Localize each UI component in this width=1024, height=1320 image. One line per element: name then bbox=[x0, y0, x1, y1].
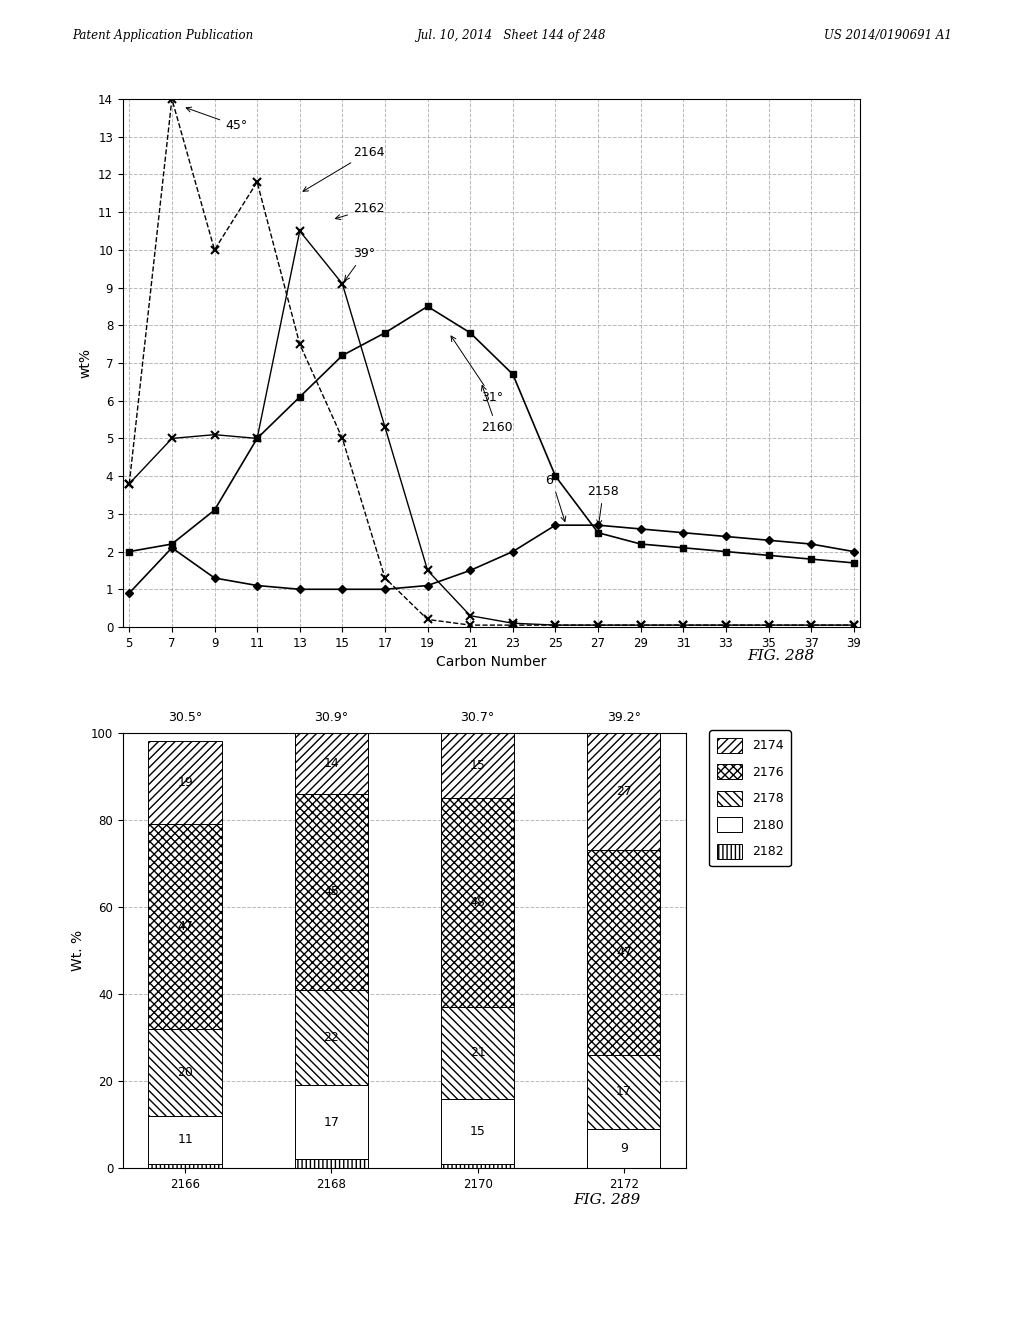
Text: FIG. 288: FIG. 288 bbox=[748, 649, 815, 663]
Bar bbox=[441, 1007, 514, 1098]
Bar bbox=[148, 824, 221, 1028]
Bar bbox=[588, 1129, 660, 1168]
Text: 31°: 31° bbox=[451, 337, 503, 404]
Text: 47: 47 bbox=[177, 920, 193, 933]
Text: 15: 15 bbox=[470, 759, 485, 772]
Text: 11: 11 bbox=[177, 1134, 193, 1146]
Bar bbox=[295, 1085, 368, 1159]
Text: 48: 48 bbox=[470, 896, 485, 909]
Y-axis label: Wt. %: Wt. % bbox=[72, 929, 85, 972]
Bar bbox=[148, 1164, 221, 1168]
Text: 2162: 2162 bbox=[336, 202, 385, 219]
Bar bbox=[588, 733, 660, 850]
Bar bbox=[148, 1028, 221, 1115]
Text: 30.9°: 30.9° bbox=[314, 711, 348, 723]
Bar bbox=[148, 742, 221, 824]
Text: 30.5°: 30.5° bbox=[168, 711, 202, 723]
Text: 20: 20 bbox=[177, 1065, 193, 1078]
Bar bbox=[148, 1115, 221, 1164]
Text: 14: 14 bbox=[324, 756, 339, 770]
Text: 21: 21 bbox=[470, 1047, 485, 1059]
Text: 6°: 6° bbox=[545, 474, 566, 521]
Bar bbox=[441, 797, 514, 1007]
Text: FIG. 289: FIG. 289 bbox=[573, 1193, 641, 1206]
Text: 47: 47 bbox=[616, 946, 632, 960]
Text: Jul. 10, 2014   Sheet 144 of 248: Jul. 10, 2014 Sheet 144 of 248 bbox=[417, 29, 607, 42]
Bar bbox=[295, 1159, 368, 1168]
Bar bbox=[295, 733, 368, 793]
Bar bbox=[588, 850, 660, 1055]
Text: 17: 17 bbox=[616, 1085, 632, 1098]
Text: 2164: 2164 bbox=[303, 145, 385, 191]
Text: US 2014/0190691 A1: US 2014/0190691 A1 bbox=[824, 29, 952, 42]
Bar bbox=[441, 1098, 514, 1164]
Bar bbox=[588, 1055, 660, 1129]
Text: 39°: 39° bbox=[345, 247, 375, 281]
Bar bbox=[295, 990, 368, 1085]
Text: 22: 22 bbox=[324, 1031, 339, 1044]
Text: 45°: 45° bbox=[186, 107, 248, 132]
Text: 2160: 2160 bbox=[481, 385, 512, 434]
Bar bbox=[441, 1164, 514, 1168]
X-axis label: Carbon Number: Carbon Number bbox=[436, 655, 547, 669]
Legend: 2174, 2176, 2178, 2180, 2182: 2174, 2176, 2178, 2180, 2182 bbox=[710, 730, 791, 866]
Text: 27: 27 bbox=[616, 785, 632, 797]
Text: 39.2°: 39.2° bbox=[607, 711, 641, 723]
Text: 19: 19 bbox=[177, 776, 193, 789]
Bar bbox=[295, 793, 368, 990]
Text: 9: 9 bbox=[620, 1142, 628, 1155]
Text: 15: 15 bbox=[470, 1125, 485, 1138]
Text: 17: 17 bbox=[324, 1115, 339, 1129]
Y-axis label: wt%: wt% bbox=[79, 348, 92, 378]
Text: Patent Application Publication: Patent Application Publication bbox=[72, 29, 253, 42]
Text: 2158: 2158 bbox=[588, 484, 620, 525]
Text: 30.7°: 30.7° bbox=[461, 711, 495, 723]
Text: 45: 45 bbox=[324, 886, 339, 898]
Bar bbox=[441, 733, 514, 797]
